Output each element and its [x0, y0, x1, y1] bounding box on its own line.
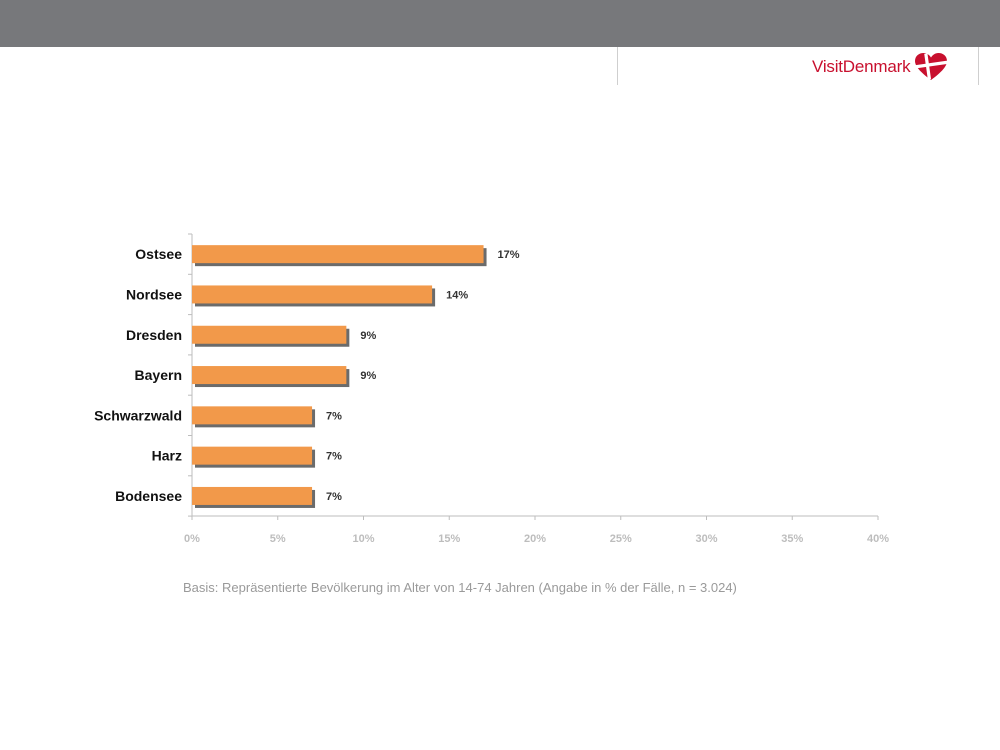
x-tick-label: 30%	[695, 533, 717, 545]
x-tick-label: 0%	[184, 533, 200, 545]
header-bar	[0, 0, 1000, 47]
chart-footnote: Basis: Repräsentierte Bevölkerung im Alt…	[183, 580, 737, 595]
category-label: Bayern	[135, 367, 182, 383]
value-label: 7%	[326, 451, 342, 463]
x-tick-label: 40%	[867, 533, 889, 545]
value-label: 9%	[360, 330, 376, 342]
visitdenmark-logo: VisitDenmark	[812, 53, 949, 80]
bar	[192, 446, 313, 465]
category-label: Schwarzwald	[94, 407, 182, 423]
x-tick-label: 25%	[610, 533, 632, 545]
category-label: Ostsee	[135, 246, 182, 262]
x-tick-label: 20%	[524, 533, 546, 545]
value-label: 7%	[326, 491, 342, 503]
category-label: Harz	[152, 448, 182, 464]
bar	[192, 245, 484, 264]
bar	[192, 325, 347, 344]
bar	[192, 486, 313, 505]
x-tick-label: 35%	[781, 533, 803, 545]
brand-box	[617, 47, 979, 85]
category-label: Bodensee	[115, 488, 182, 504]
bar	[192, 366, 347, 385]
value-label: 7%	[326, 410, 342, 422]
x-tick-label: 15%	[438, 533, 460, 545]
bar	[192, 406, 313, 425]
x-tick-label: 5%	[270, 533, 286, 545]
value-label: 14%	[446, 289, 468, 301]
category-label: Dresden	[126, 327, 182, 343]
bar	[192, 285, 433, 304]
category-label: Nordsee	[126, 286, 182, 302]
brand-name: VisitDenmark	[812, 57, 911, 76]
value-label: 17%	[498, 249, 520, 261]
x-tick-label: 10%	[352, 533, 374, 545]
heart-icon	[914, 53, 949, 80]
value-label: 9%	[360, 370, 376, 382]
